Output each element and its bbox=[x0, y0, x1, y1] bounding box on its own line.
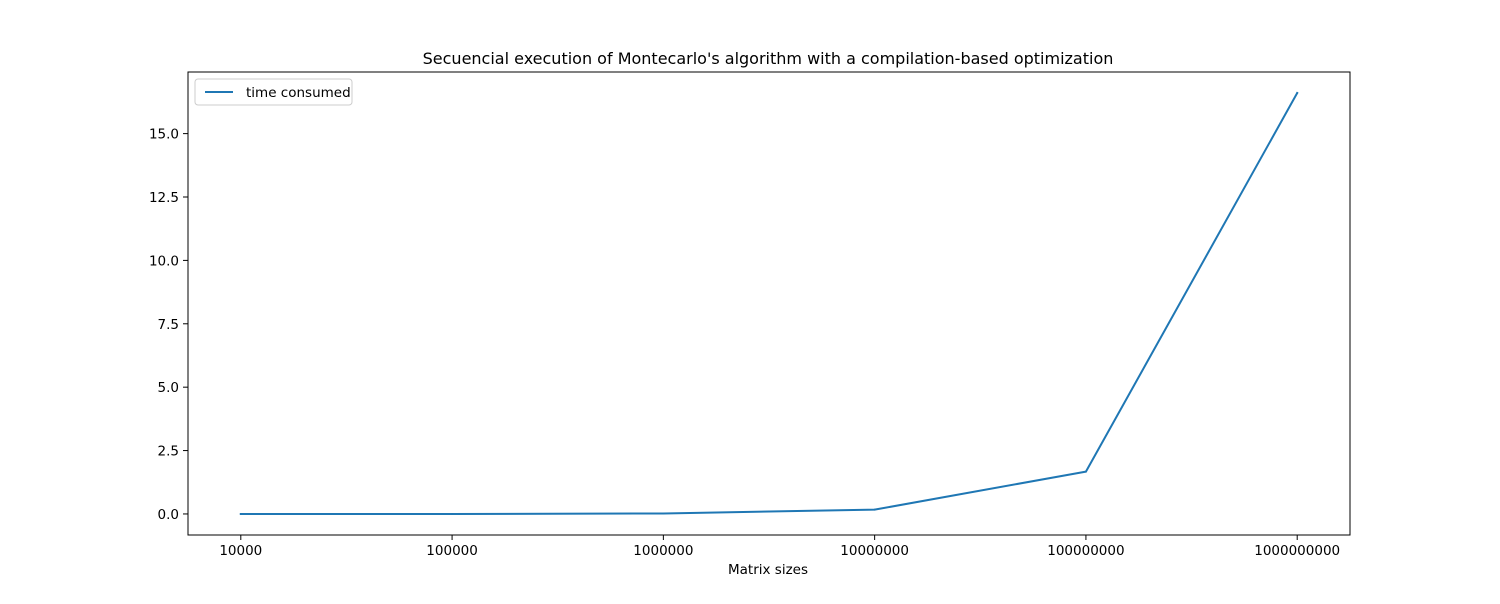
chart-title: Secuencial execution of Montecarlo's alg… bbox=[423, 49, 1114, 68]
data-point bbox=[873, 508, 876, 511]
x-tick-label: 100000000 bbox=[1047, 543, 1124, 559]
data-point bbox=[1084, 470, 1087, 473]
x-tick-label: 10000 bbox=[219, 543, 262, 559]
y-tick-label: 2.5 bbox=[158, 444, 179, 460]
axes-frame bbox=[187, 71, 1351, 536]
y-tick-label: 12.5 bbox=[149, 190, 179, 206]
x-tick-label: 1000000 bbox=[633, 543, 693, 559]
data-point bbox=[662, 512, 665, 515]
legend-label: time consumed bbox=[246, 85, 351, 101]
y-tick-label: 0.0 bbox=[158, 507, 179, 523]
y-tick-label: 15.0 bbox=[149, 127, 179, 143]
legend: time consumed bbox=[194, 78, 353, 106]
data-point bbox=[451, 512, 454, 515]
x-tick-label: 10000000 bbox=[840, 543, 909, 559]
x-axis-label: Matrix sizes bbox=[728, 562, 808, 578]
data-point bbox=[1296, 92, 1299, 95]
x-tick-label: 1000000000 bbox=[1254, 543, 1340, 559]
data-point bbox=[239, 512, 242, 515]
y-tick-label: 10.0 bbox=[149, 253, 179, 269]
legend-box bbox=[194, 78, 353, 106]
x-tick-label: 100000 bbox=[426, 543, 478, 559]
y-tick-label: 7.5 bbox=[158, 317, 179, 333]
series-line-0 bbox=[239, 91, 1299, 515]
plot-area: 10000 100000 1000000 10000000 100000000 10000… bbox=[149, 71, 1351, 559]
y-tick-label: 5.0 bbox=[158, 380, 179, 396]
